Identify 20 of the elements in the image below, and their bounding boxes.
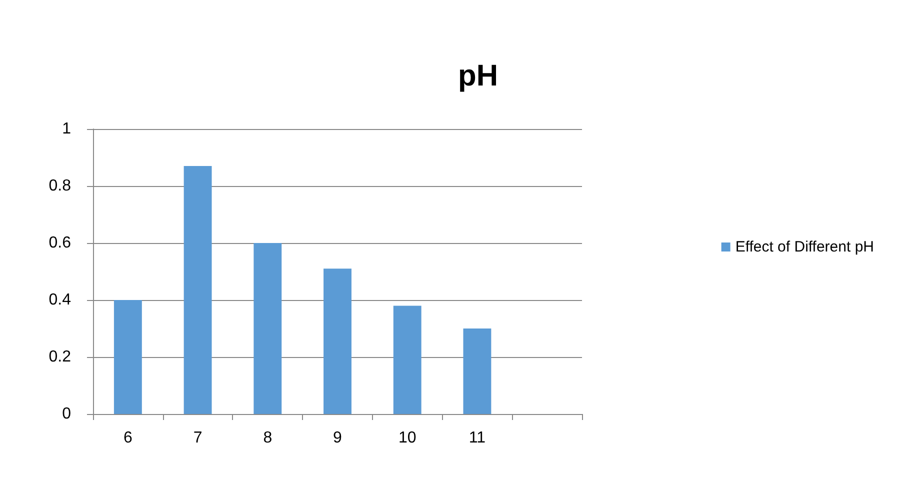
x-tick-label: 6 <box>123 430 132 446</box>
bar <box>324 268 352 414</box>
bar <box>463 328 492 414</box>
bar <box>254 243 282 414</box>
bar <box>393 306 422 414</box>
y-tick-label: 0.8 <box>48 178 72 194</box>
x-tick-label: 7 <box>193 430 202 446</box>
y-tick-label: 1 <box>62 120 72 138</box>
x-tick-label: 8 <box>263 430 272 446</box>
bar <box>184 166 212 414</box>
y-tick-label: 0.2 <box>48 348 72 366</box>
chart-title: pH <box>458 60 498 92</box>
y-tick-label: 0.6 <box>48 234 72 252</box>
y-tick-label: 0 <box>62 406 72 422</box>
x-tick-label: 10 <box>398 430 416 446</box>
legend-label: Effect of Different pH <box>735 238 874 256</box>
bar <box>114 300 142 414</box>
y-tick-label: 0.4 <box>48 292 72 308</box>
x-tick-label: 11 <box>468 430 486 446</box>
x-tick-label: 9 <box>333 430 342 446</box>
